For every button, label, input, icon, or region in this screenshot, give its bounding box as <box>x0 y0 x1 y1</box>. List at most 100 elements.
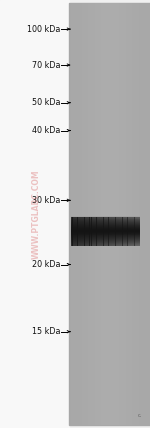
Bar <box>70 240 140 241</box>
Bar <box>69 3 71 425</box>
Bar <box>70 237 140 238</box>
Bar <box>75 3 78 425</box>
Bar <box>70 236 140 238</box>
Text: 50 kDa: 50 kDa <box>32 98 61 107</box>
Bar <box>133 217 135 246</box>
Bar <box>70 222 140 223</box>
Bar <box>70 234 140 235</box>
Bar <box>79 217 81 246</box>
Bar <box>93 3 95 425</box>
Bar <box>129 217 131 246</box>
Bar <box>70 226 140 228</box>
Bar <box>70 224 140 225</box>
Bar <box>70 229 140 231</box>
Bar <box>103 217 105 246</box>
Bar <box>126 3 128 425</box>
Bar <box>70 226 140 227</box>
Bar <box>71 3 73 425</box>
Bar <box>118 3 120 425</box>
Bar <box>70 232 140 233</box>
Bar <box>142 3 144 425</box>
Bar <box>70 220 140 221</box>
Bar <box>100 3 102 425</box>
Bar <box>70 219 140 220</box>
Bar <box>128 217 129 246</box>
Bar <box>83 217 85 246</box>
Bar <box>108 3 110 425</box>
Bar <box>70 244 140 246</box>
Bar <box>70 224 140 226</box>
Bar <box>127 3 129 425</box>
Bar <box>70 235 140 236</box>
Bar <box>70 242 140 243</box>
Text: 100 kDa: 100 kDa <box>27 24 61 34</box>
Bar <box>70 231 140 232</box>
Bar <box>70 241 140 243</box>
Bar <box>132 3 134 425</box>
Bar <box>70 244 140 245</box>
Bar <box>70 229 140 230</box>
Bar <box>103 3 105 425</box>
Bar <box>113 3 115 425</box>
Bar <box>81 217 83 246</box>
Bar <box>85 3 87 425</box>
Text: 20 kDa: 20 kDa <box>32 260 61 269</box>
Bar <box>70 235 140 237</box>
Bar <box>80 3 82 425</box>
Bar <box>84 217 86 246</box>
Bar <box>131 217 133 246</box>
Bar <box>90 217 92 246</box>
Text: 15 kDa: 15 kDa <box>32 327 61 336</box>
Bar <box>116 3 118 425</box>
Bar <box>95 217 97 246</box>
Bar <box>115 217 117 246</box>
Bar <box>107 217 109 246</box>
Text: 40 kDa: 40 kDa <box>32 126 61 135</box>
Bar <box>111 3 113 425</box>
Bar <box>82 3 84 425</box>
Bar <box>70 231 140 232</box>
Bar <box>88 217 90 246</box>
Bar <box>70 217 140 219</box>
Bar <box>145 3 147 425</box>
Bar <box>84 3 86 425</box>
Bar <box>90 3 92 425</box>
Bar <box>70 220 140 221</box>
Bar <box>70 238 140 239</box>
Bar <box>70 227 140 228</box>
Bar <box>70 223 140 224</box>
Bar <box>70 219 140 220</box>
Bar <box>138 217 140 246</box>
Bar <box>70 243 140 244</box>
Text: c.: c. <box>137 413 142 418</box>
Bar <box>87 3 89 425</box>
Bar <box>70 223 140 225</box>
Bar <box>105 217 107 246</box>
Bar <box>70 228 140 230</box>
Bar <box>74 217 76 246</box>
Bar <box>70 216 140 217</box>
Bar <box>70 218 140 220</box>
Bar <box>72 3 74 425</box>
Bar <box>88 3 90 425</box>
Bar <box>70 240 140 241</box>
Bar <box>70 226 140 227</box>
Text: 30 kDa: 30 kDa <box>32 196 61 205</box>
Bar <box>70 217 140 218</box>
Bar <box>93 217 95 246</box>
Bar <box>147 3 149 425</box>
Bar <box>134 217 136 246</box>
Bar <box>114 3 116 425</box>
Bar <box>135 3 138 425</box>
Bar <box>95 3 97 425</box>
Bar <box>112 217 114 246</box>
Bar <box>70 217 73 246</box>
Bar <box>102 217 104 246</box>
Bar <box>70 241 140 242</box>
Bar <box>77 3 79 425</box>
Bar <box>70 216 140 217</box>
Bar <box>70 230 140 232</box>
Bar <box>121 3 123 425</box>
Bar <box>91 217 93 246</box>
Bar <box>70 242 140 244</box>
